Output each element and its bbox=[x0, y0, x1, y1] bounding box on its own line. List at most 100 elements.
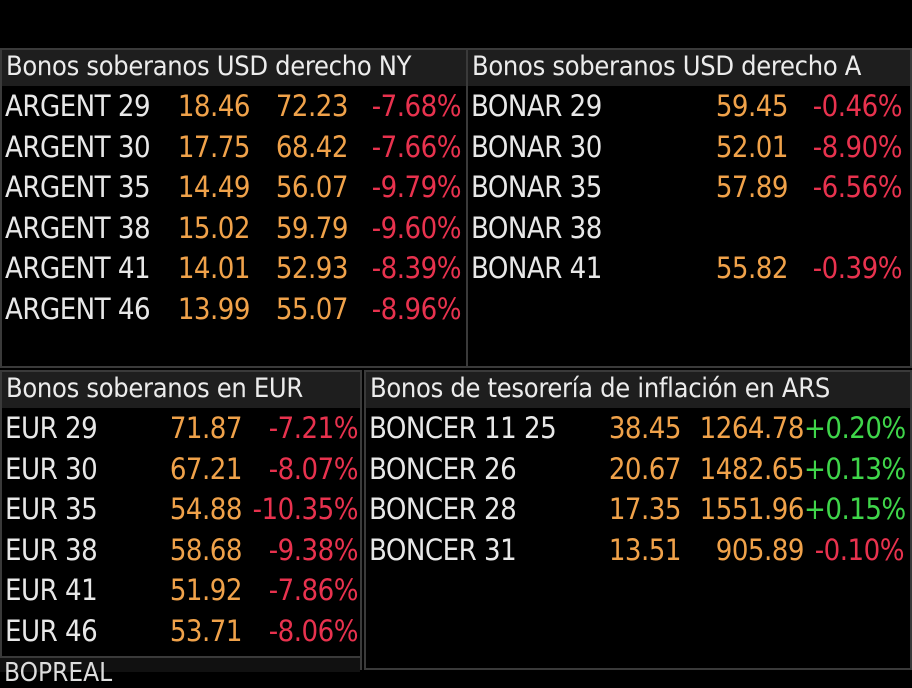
table-row[interactable]: EUR 29 71.87 -7.21% bbox=[2, 408, 360, 449]
table-row[interactable]: ARGENT 30 17.75 68.42 -7.66% bbox=[2, 127, 466, 168]
bond-name: BONCER 28 bbox=[369, 492, 517, 526]
bond-yield: 15.02 bbox=[177, 210, 251, 245]
table-row[interactable]: EUR 38 58.68 -9.38% bbox=[2, 530, 360, 571]
bond-change: -0.10% bbox=[814, 532, 905, 567]
bond-name: EUR 35 bbox=[5, 492, 98, 526]
table-row[interactable]: ARGENT 35 14.49 56.07 -9.79% bbox=[2, 167, 466, 208]
table-row[interactable]: EUR 30 67.21 -8.07% bbox=[2, 449, 360, 490]
panel-title: Bonos de tesorería de inflación en ARS bbox=[366, 372, 910, 408]
bond-change: -8.07% bbox=[268, 451, 359, 486]
bond-yield: 18.46 bbox=[177, 89, 251, 123]
panel-usd-ar-bonds: Bonos soberanos USD derecho A BONAR 29 59… bbox=[466, 48, 912, 368]
panel-ars-inflation-bonds: Bonos de tesorería de inflación en ARS B… bbox=[364, 370, 912, 670]
bond-name: ARGENT 46 bbox=[5, 291, 151, 326]
bond-price: 58.68 bbox=[169, 532, 243, 567]
bond-name: BONAR 35 bbox=[471, 170, 602, 204]
bond-price: 56.07 bbox=[275, 170, 349, 204]
bond-name: ARGENT 30 bbox=[5, 129, 151, 164]
bond-name: ARGENT 29 bbox=[5, 89, 151, 123]
table-row[interactable]: BONCER 28 17.35 1551.96 +0.15% bbox=[366, 489, 910, 530]
bond-price: 59.45 bbox=[715, 89, 789, 123]
bond-name: EUR 30 bbox=[5, 451, 98, 486]
bond-yield: 14.49 bbox=[177, 170, 251, 204]
bond-change: +0.20% bbox=[804, 411, 906, 445]
table-row[interactable]: BONCER 11 25 38.45 1264.78 +0.20% bbox=[366, 408, 910, 449]
table-row[interactable]: BONAR 35 57.89 -6.56% bbox=[468, 167, 910, 208]
bond-yield: 17.35 bbox=[608, 492, 682, 526]
bond-price: 905.89 bbox=[715, 532, 805, 567]
panel-eur-bonds: Bonos soberanos en EUR EUR 29 71.87 -7.21%… bbox=[0, 370, 362, 670]
bond-name: EUR 29 bbox=[5, 411, 98, 445]
bond-name: EUR 38 bbox=[5, 532, 98, 567]
bond-change: -7.66% bbox=[371, 129, 462, 164]
bond-yield: 17.75 bbox=[177, 129, 251, 164]
bond-name: EUR 41 bbox=[5, 573, 98, 607]
table-row[interactable]: ARGENT 46 13.99 55.07 -8.96% bbox=[2, 289, 466, 330]
bond-price: 52.93 bbox=[275, 251, 349, 285]
table-row[interactable]: EUR 35 54.88 -10.35% bbox=[2, 489, 360, 530]
table-row[interactable]: BONAR 30 52.01 -8.90% bbox=[468, 127, 910, 168]
bond-name: BONAR 29 bbox=[471, 89, 602, 123]
bond-price: 55.82 bbox=[715, 251, 789, 285]
bond-name: ARGENT 38 bbox=[5, 210, 151, 245]
bond-name: BONCER 11 25 bbox=[369, 411, 557, 445]
bond-change: -7.21% bbox=[268, 411, 359, 445]
bond-name: ARGENT 41 bbox=[5, 251, 151, 285]
table-row[interactable]: BONAR 41 55.82 -0.39% bbox=[468, 248, 910, 289]
bond-yield: 13.51 bbox=[608, 532, 682, 567]
bond-change: -8.39% bbox=[371, 251, 462, 285]
bond-change: -8.96% bbox=[371, 291, 462, 326]
bond-change: -9.60% bbox=[371, 210, 462, 245]
panel-title: Bonos soberanos USD derecho A bbox=[468, 50, 910, 86]
bond-price: 54.88 bbox=[169, 492, 243, 526]
bond-price: 59.79 bbox=[275, 210, 349, 245]
panel-usd-ny-bonds: Bonos soberanos USD derecho NY ARGENT 29… bbox=[0, 48, 468, 368]
bond-change: -10.35% bbox=[252, 492, 359, 526]
panel-bopreal-stub: BOPREAL bbox=[0, 656, 360, 686]
bond-yield: 13.99 bbox=[177, 291, 251, 326]
table-row[interactable]: BONCER 31 13.51 905.89 -0.10% bbox=[366, 530, 910, 571]
bond-change: -0.46% bbox=[812, 89, 903, 123]
bond-yield: 38.45 bbox=[608, 411, 682, 445]
bond-change: -8.90% bbox=[812, 129, 903, 164]
bond-change: +0.13% bbox=[804, 451, 906, 486]
bond-change: -0.39% bbox=[812, 251, 903, 285]
panel-title: Bonos soberanos USD derecho NY bbox=[2, 50, 466, 86]
bond-name: EUR 46 bbox=[5, 613, 98, 648]
table-row[interactable]: ARGENT 38 15.02 59.79 -9.60% bbox=[2, 208, 466, 249]
bond-price: 68.42 bbox=[275, 129, 349, 164]
bond-price: 72.23 bbox=[275, 89, 349, 123]
bond-price: 53.71 bbox=[169, 613, 243, 648]
bond-price: 1551.96 bbox=[699, 492, 805, 526]
table-row[interactable]: ARGENT 29 18.46 72.23 -7.68% bbox=[2, 86, 466, 127]
bond-name: BONCER 26 bbox=[369, 451, 517, 486]
bond-yield: 14.01 bbox=[177, 251, 251, 285]
table-row[interactable]: BONAR 29 59.45 -0.46% bbox=[468, 86, 910, 127]
bond-price: 67.21 bbox=[169, 451, 243, 486]
bond-name: BONAR 30 bbox=[471, 129, 602, 164]
bond-name: BONAR 41 bbox=[471, 251, 602, 285]
bond-change: -6.56% bbox=[812, 170, 903, 204]
bond-price: 71.87 bbox=[169, 411, 243, 445]
bond-change: -8.06% bbox=[268, 613, 359, 648]
bond-price: 52.01 bbox=[715, 129, 789, 164]
bond-change: -9.79% bbox=[371, 170, 462, 204]
bond-yield: 20.67 bbox=[608, 451, 682, 486]
bond-change: -7.68% bbox=[371, 89, 462, 123]
table-row[interactable]: ARGENT 41 14.01 52.93 -8.39% bbox=[2, 248, 466, 289]
table-row[interactable]: EUR 46 53.71 -8.06% bbox=[2, 611, 360, 652]
bond-price: 55.07 bbox=[275, 291, 349, 326]
table-row[interactable]: BONAR 38 bbox=[468, 208, 910, 249]
bond-change: -9.38% bbox=[268, 532, 359, 567]
panel-title: Bonos soberanos en EUR bbox=[2, 372, 360, 408]
bond-name: BONAR 38 bbox=[471, 210, 602, 245]
bond-change: +0.15% bbox=[804, 492, 906, 526]
table-row[interactable]: BONCER 26 20.67 1482.65 +0.13% bbox=[366, 449, 910, 490]
table-row[interactable]: EUR 41 51.92 -7.86% bbox=[2, 570, 360, 611]
bond-change: -7.86% bbox=[268, 573, 359, 607]
bond-price: 1264.78 bbox=[699, 411, 805, 445]
bond-name: ARGENT 35 bbox=[5, 170, 151, 204]
bond-price: 51.92 bbox=[169, 573, 243, 607]
bond-price: 1482.65 bbox=[699, 451, 805, 486]
panel-title: BOPREAL bbox=[4, 658, 113, 688]
